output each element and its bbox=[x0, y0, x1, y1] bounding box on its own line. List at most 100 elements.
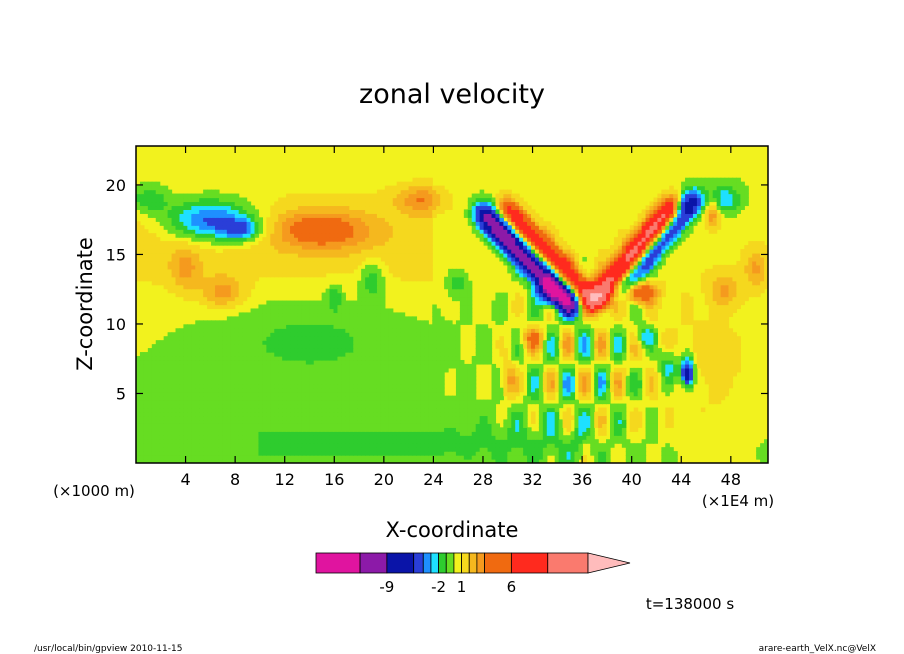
field-cell bbox=[519, 371, 524, 377]
field-cell bbox=[641, 300, 647, 306]
field-cell bbox=[471, 387, 477, 393]
field-cell bbox=[242, 316, 248, 321]
field-cell bbox=[230, 340, 236, 345]
field-cell bbox=[151, 387, 157, 393]
field-cell bbox=[191, 459, 196, 463]
field-cell bbox=[594, 352, 599, 357]
field-cell bbox=[562, 443, 568, 448]
field-cell bbox=[444, 423, 449, 428]
field-cell bbox=[444, 431, 449, 436]
field-cell bbox=[175, 427, 181, 432]
field-cell bbox=[317, 411, 323, 417]
field-cell bbox=[222, 395, 228, 401]
field-cell bbox=[428, 324, 433, 329]
field-cell bbox=[566, 383, 572, 389]
field-cell bbox=[440, 395, 445, 401]
field-cell bbox=[621, 419, 627, 424]
field-cell bbox=[357, 447, 362, 452]
field-cell bbox=[444, 352, 449, 357]
field-cell bbox=[175, 328, 181, 333]
field-cell bbox=[376, 367, 382, 373]
field-cell bbox=[578, 332, 583, 337]
field-cell bbox=[317, 363, 323, 369]
field-cell bbox=[222, 344, 228, 349]
field-cell bbox=[448, 407, 453, 413]
field-cell bbox=[637, 423, 643, 428]
field-cell bbox=[515, 447, 520, 452]
field-cell bbox=[357, 415, 362, 421]
field-cell bbox=[428, 459, 433, 463]
field-cell bbox=[376, 340, 382, 345]
field-cell bbox=[606, 443, 611, 448]
field-cell bbox=[353, 344, 358, 349]
field-cell bbox=[254, 344, 260, 349]
field-cell bbox=[404, 427, 410, 432]
field-cell bbox=[716, 356, 722, 361]
field-cell bbox=[471, 399, 477, 405]
field-cell bbox=[467, 459, 473, 463]
field-cell bbox=[266, 308, 271, 314]
field-cell bbox=[341, 375, 346, 381]
field-cell bbox=[574, 348, 579, 353]
field-cell bbox=[175, 443, 181, 448]
field-cell bbox=[171, 403, 177, 409]
field-cell bbox=[199, 296, 204, 302]
field-cell bbox=[617, 431, 623, 436]
field-cell bbox=[511, 411, 516, 417]
field-cell bbox=[483, 455, 489, 460]
field-cell bbox=[345, 328, 350, 333]
field-cell bbox=[325, 383, 331, 389]
field-cell bbox=[361, 439, 366, 444]
field-cell bbox=[420, 447, 425, 452]
field-cell bbox=[384, 328, 390, 333]
field-cell bbox=[507, 359, 512, 365]
field-cell bbox=[361, 363, 366, 369]
field-cell bbox=[499, 296, 504, 302]
field-cell bbox=[226, 407, 232, 413]
field-cell bbox=[602, 375, 607, 381]
field-cell bbox=[436, 415, 441, 421]
field-cell bbox=[384, 459, 390, 463]
field-cell bbox=[238, 447, 244, 452]
field-cell bbox=[708, 336, 714, 341]
field-cell bbox=[333, 371, 339, 377]
field-cell bbox=[412, 435, 418, 440]
field-cell bbox=[629, 423, 635, 428]
field-cell bbox=[337, 387, 342, 393]
field-cell bbox=[191, 328, 196, 333]
field-cell bbox=[704, 332, 710, 337]
field-cell bbox=[380, 383, 386, 389]
field-cell bbox=[230, 375, 236, 381]
field-cell bbox=[602, 399, 607, 405]
field-cell bbox=[511, 375, 516, 381]
field-cell bbox=[720, 336, 726, 341]
field-cell bbox=[151, 371, 157, 377]
field-cell bbox=[570, 344, 576, 349]
field-cell bbox=[602, 387, 607, 393]
field-cell bbox=[416, 411, 421, 417]
field-cell bbox=[519, 352, 524, 357]
field-cell bbox=[179, 427, 184, 432]
field-cell bbox=[361, 443, 366, 448]
field-cell bbox=[203, 348, 208, 353]
field-cell bbox=[388, 419, 394, 424]
field-cell bbox=[420, 340, 425, 345]
field-cell bbox=[333, 387, 339, 393]
field-cell bbox=[606, 336, 611, 341]
field-cell bbox=[720, 367, 726, 373]
field-cell bbox=[305, 363, 311, 369]
field-cell bbox=[621, 439, 627, 444]
field-cell bbox=[704, 359, 710, 365]
field-cell bbox=[278, 312, 283, 317]
field-cell bbox=[582, 352, 587, 357]
field-cell bbox=[183, 367, 188, 373]
field-cell bbox=[546, 367, 552, 373]
field-cell bbox=[633, 367, 639, 373]
field-cell bbox=[179, 336, 184, 341]
field-cell bbox=[301, 324, 307, 329]
field-cell bbox=[167, 399, 173, 405]
field-cell bbox=[349, 395, 354, 401]
field-cell bbox=[594, 395, 599, 401]
field-cell bbox=[448, 324, 453, 329]
field-cell bbox=[187, 383, 192, 389]
